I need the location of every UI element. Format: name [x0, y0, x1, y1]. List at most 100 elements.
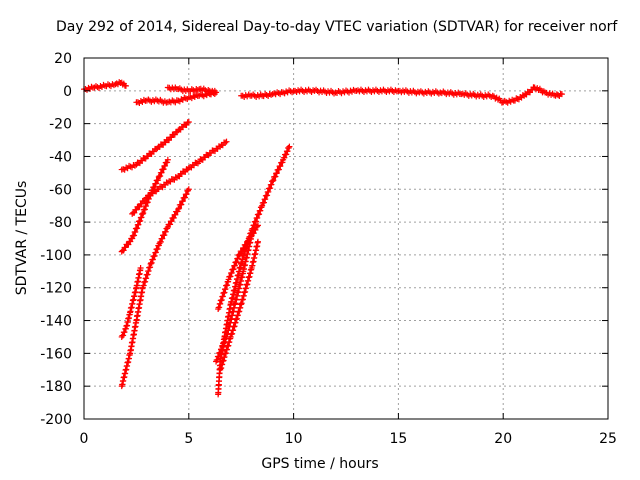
data-point: [154, 97, 161, 104]
data-point: [157, 238, 164, 245]
data-point: [164, 225, 171, 232]
data-point: [259, 202, 266, 209]
data-point: [170, 98, 177, 105]
data-point: [222, 139, 229, 146]
data-point: [284, 148, 291, 155]
data-point: [213, 89, 220, 96]
y-tick-label: -180: [40, 379, 72, 395]
data-point: [275, 166, 282, 173]
data-point: [286, 143, 293, 150]
data-point: [243, 241, 250, 248]
data-point: [279, 159, 286, 166]
data-point: [273, 170, 280, 177]
data-point: [244, 238, 251, 245]
y-tick-label: -100: [40, 248, 72, 264]
plot-frame: [83, 57, 609, 420]
data-point: [489, 92, 496, 99]
data-point: [265, 188, 272, 195]
data-points: [81, 79, 565, 398]
data-point: [138, 214, 145, 221]
y-tick-label: -60: [49, 182, 72, 198]
data-point: [250, 230, 257, 237]
data-point: [558, 91, 565, 98]
data-point: [162, 162, 169, 169]
data-point: [234, 255, 241, 262]
data-point: [167, 221, 174, 228]
y-tick-label: 0: [63, 84, 72, 100]
data-point: [179, 198, 186, 205]
data-point: [231, 262, 238, 269]
data-point: [175, 205, 182, 212]
data-point: [183, 191, 190, 198]
data-point: [164, 156, 171, 163]
data-point: [277, 163, 284, 170]
x-tick-label: 0: [80, 431, 89, 447]
y-tick-label: -160: [40, 346, 72, 362]
data-point: [137, 217, 144, 224]
data-point: [121, 329, 128, 336]
data-point: [214, 356, 221, 363]
data-point: [162, 228, 169, 235]
data-point: [134, 225, 141, 232]
data-point: [272, 173, 279, 180]
data-point: [252, 226, 259, 233]
data-point: [185, 186, 192, 193]
data-point: [252, 218, 259, 225]
data-point: [217, 349, 224, 356]
data-point: [185, 118, 192, 125]
data-point: [240, 244, 247, 251]
data-point: [285, 144, 292, 151]
data-point: [122, 82, 129, 89]
x-axis-label: GPS time / hours: [261, 456, 379, 472]
x-tick-label: 5: [184, 431, 193, 447]
y-tick-label: -40: [49, 149, 72, 165]
data-point: [239, 248, 246, 255]
y-axis-label: SDTVAR / TECUs: [14, 180, 30, 296]
y-tick-label: -200: [40, 412, 72, 428]
data-point: [254, 222, 261, 229]
data-point: [248, 233, 255, 240]
data-point: [261, 199, 268, 206]
data-point: [160, 166, 167, 173]
data-point: [131, 232, 138, 239]
x-tick-label: 10: [285, 431, 303, 447]
data-point: [281, 154, 288, 161]
data-point: [155, 173, 162, 180]
data-point: [535, 86, 542, 93]
data-point: [228, 269, 235, 276]
data-point: [120, 332, 127, 339]
data-point: [254, 214, 261, 221]
data-point: [257, 207, 264, 214]
data-point: [236, 251, 243, 258]
data-point: [262, 196, 269, 203]
y-tick-label: 20: [54, 51, 72, 67]
data-point: [225, 276, 232, 283]
data-point: [161, 232, 168, 239]
data-point: [283, 151, 290, 158]
data-point: [236, 251, 243, 258]
data-point: [159, 235, 166, 242]
data-point: [269, 178, 276, 185]
data-point: [135, 221, 142, 228]
data-point: [230, 266, 237, 273]
data-point: [227, 273, 234, 280]
data-point: [218, 346, 225, 353]
data-point: [254, 238, 261, 245]
data-point: [215, 353, 222, 360]
data-point: [172, 211, 179, 218]
data-point: [132, 228, 139, 235]
data-point: [170, 214, 177, 221]
data-point: [183, 122, 190, 129]
data-point: [494, 96, 501, 103]
data-point: [233, 258, 240, 265]
x-tick-label: 15: [389, 431, 407, 447]
data-point: [168, 218, 175, 225]
data-point: [155, 177, 162, 184]
y-tick-label: -120: [40, 281, 72, 297]
chart-title: Day 292 of 2014, Sidereal Day-to-day VTE…: [56, 19, 618, 35]
y-tick-label: -80: [49, 215, 72, 231]
data-point: [267, 185, 274, 192]
x-tick-label: 20: [494, 431, 512, 447]
data-point: [149, 187, 156, 194]
